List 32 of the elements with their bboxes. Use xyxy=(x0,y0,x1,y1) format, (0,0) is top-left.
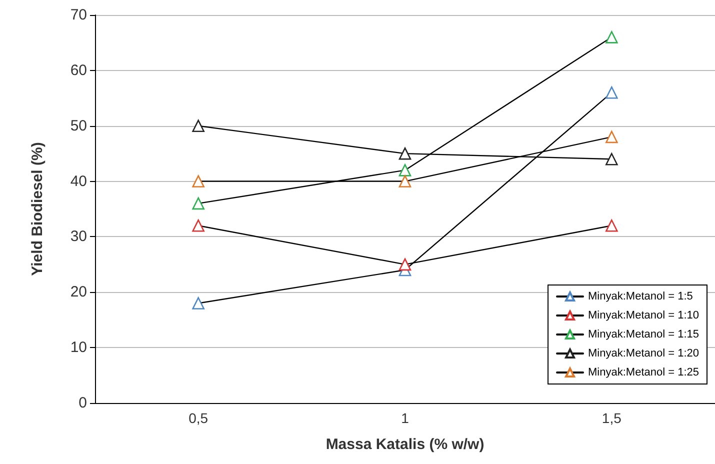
point xyxy=(398,147,412,160)
point xyxy=(398,175,412,188)
point xyxy=(606,31,618,44)
point xyxy=(192,120,204,132)
point xyxy=(192,219,204,232)
point xyxy=(606,130,618,144)
point xyxy=(192,297,204,310)
x-axis-title: Massa Katalis (% w/w) xyxy=(326,436,484,453)
y-tick-label: 70 xyxy=(70,6,87,24)
y-tick-label: 0 xyxy=(78,394,87,412)
x-tick-label: 0,5 xyxy=(188,410,208,426)
y-tick-label: 20 xyxy=(70,284,87,301)
y-tick-label: 10 xyxy=(70,339,87,356)
point xyxy=(398,164,412,176)
point xyxy=(606,86,618,99)
y-tick-label: 60 xyxy=(70,62,87,79)
y-tick-label: 40 xyxy=(70,172,87,190)
legend-label: Minyak:Metanol = 1:15 xyxy=(588,328,700,340)
point xyxy=(192,197,204,210)
x-tick-label: 1,5 xyxy=(602,410,622,426)
legend-label: Minyak:Metanol = 1:20 xyxy=(588,348,700,360)
point xyxy=(398,258,412,271)
y-axis-title: Yield Biodiesel (%) xyxy=(29,142,46,276)
point xyxy=(606,219,618,232)
legend-label: Minyak:Metanol = 1:25 xyxy=(588,366,700,378)
legend-label: Minyak:Metanol = 1:5 xyxy=(588,290,693,302)
legend-label: Minyak:Metanol = 1:10 xyxy=(588,310,700,322)
y-tick-label: 30 xyxy=(70,228,87,246)
x-tick-label: 1 xyxy=(401,410,410,426)
point xyxy=(192,175,204,188)
y-tick-label: 50 xyxy=(70,117,87,134)
point xyxy=(606,152,618,166)
